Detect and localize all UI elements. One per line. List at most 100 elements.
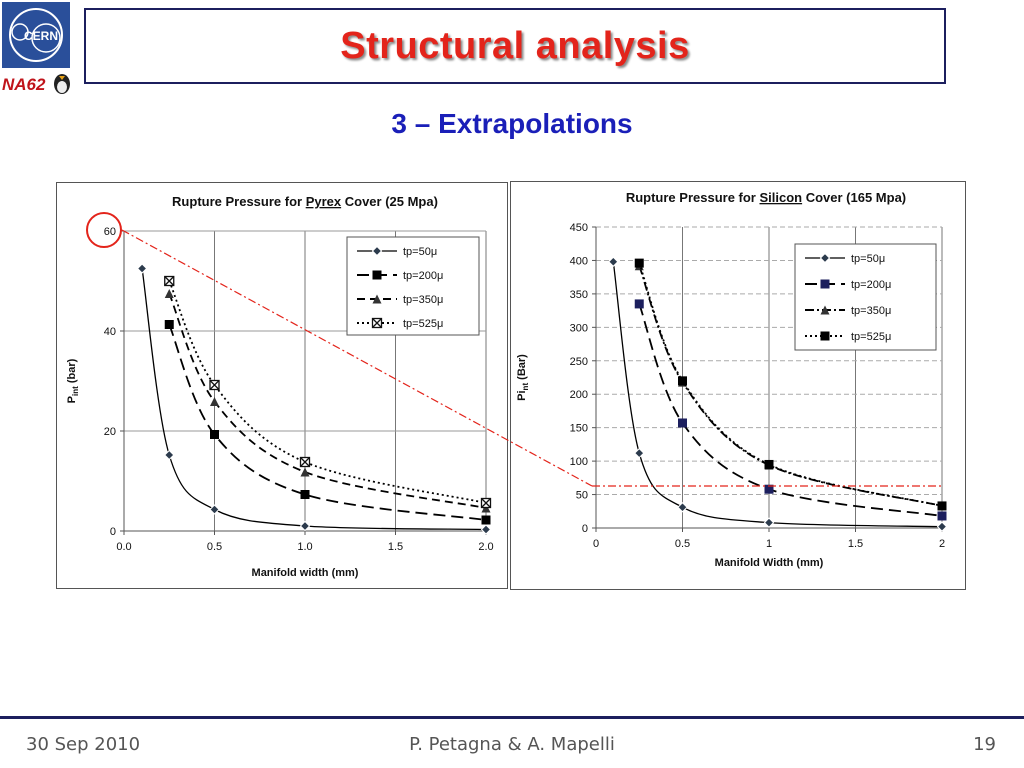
y-tick-label: 0 — [582, 523, 588, 535]
data-point — [764, 459, 774, 469]
x-tick-label: 2.0 — [478, 541, 493, 553]
footer: 30 Sep 2010 P. Petagna & A. Mapelli 19 — [0, 716, 1024, 768]
legend-swatch-marker — [819, 252, 831, 264]
footer-date: 30 Sep 2010 — [26, 734, 141, 755]
series-line — [638, 303, 943, 517]
legend-label: tp=50μ — [403, 246, 437, 258]
data-point — [480, 524, 492, 535]
x-tick-label: 1 — [766, 538, 772, 550]
legend-label: tp=350μ — [851, 305, 891, 317]
cern-logo-icon: CERN NA62 — [0, 2, 70, 94]
data-point — [763, 517, 775, 528]
silicon-chart-plot: 0 0.5 1 1.5 2 0 50 100 150 200 250 300 350 400 450 Rupt… — [516, 190, 948, 569]
chart-title: Rupture Pressure for Pyrex Cover (25 Mpa… — [172, 194, 438, 209]
data-point — [300, 467, 310, 477]
y-axis-label-main: P — [66, 396, 78, 403]
data-point — [764, 484, 774, 494]
legend-swatch-marker — [820, 279, 830, 289]
x-axis-label: Manifold width (mm) — [252, 567, 359, 579]
y-axis-label: Pint (bar) — [66, 358, 80, 403]
legend-label: tp=200μ — [403, 270, 443, 282]
y-axis-label-unit: (Bar) — [516, 354, 528, 383]
legend-label: tp=525μ — [851, 331, 891, 343]
series-1 — [136, 263, 492, 535]
marker-cross — [372, 318, 382, 328]
y-axis-label-main: Pi — [516, 390, 528, 400]
series-line — [168, 293, 487, 509]
data-point — [937, 511, 947, 521]
y-tick-label: 20 — [104, 426, 116, 438]
chart-title-suffix: Cover (165 Mpa) — [802, 190, 906, 205]
data-point — [164, 275, 175, 287]
y-tick-label: 250 — [570, 356, 588, 368]
legend-box — [346, 236, 480, 336]
series-line — [168, 280, 487, 504]
x-tick-label: 0.5 — [207, 541, 222, 553]
legend-label: tp=350μ — [403, 294, 443, 306]
slide-subtitle: 3 – Extrapolations — [391, 108, 633, 139]
marker-cross — [209, 380, 220, 390]
chart-title-material: Silicon — [759, 190, 802, 205]
logo-cern-text: CERN — [24, 29, 58, 43]
data-point — [209, 379, 220, 391]
x-tick-label: 0.5 — [675, 538, 690, 550]
legend-swatch-marker — [372, 294, 382, 304]
chart-title-prefix: Rupture Pressure for — [172, 194, 306, 209]
data-point — [677, 502, 688, 513]
extrapolation-diagonal-line — [121, 229, 593, 487]
series-line — [168, 324, 487, 521]
series-1 — [608, 256, 948, 532]
y-tick-label: 0 — [110, 526, 116, 538]
legend-swatch-marker — [372, 270, 382, 280]
data-point — [164, 449, 175, 461]
series-4 — [164, 275, 492, 509]
data-point — [299, 520, 311, 532]
legend-label: tp=200μ — [851, 279, 891, 291]
marker-cross — [481, 498, 491, 508]
marker-cross — [300, 457, 310, 467]
data-point — [937, 501, 947, 511]
legend-swatch-marker — [371, 245, 383, 257]
logo-na62-text: NA62 — [2, 75, 46, 94]
legend: tp=50μ tp=200μ tp=350μ tp=525μ — [346, 236, 480, 336]
data-point — [608, 256, 619, 267]
x-tick-label: 1.0 — [297, 541, 312, 553]
x-axis-label: Manifold Width (mm) — [715, 557, 824, 569]
title-box: Structural analysis — [84, 8, 946, 84]
legend-label: tp=50μ — [851, 253, 885, 265]
footer-divider — [0, 716, 1024, 719]
pyrex-chart: 0.0 0.5 1.0 1.5 2.0 0 20 40 60 Rupture Pressure f… — [56, 182, 508, 589]
y-tick-label: 450 — [570, 222, 588, 234]
data-point — [678, 418, 687, 428]
data-point — [480, 497, 492, 509]
x-tick-label: 0 — [593, 538, 599, 550]
y-tick-label: 350 — [570, 289, 588, 301]
y-tick-label: 300 — [570, 322, 588, 334]
legend-swatch-marker — [820, 305, 830, 315]
legend-swatch-marker — [371, 317, 383, 329]
data-point — [481, 515, 491, 525]
legend-box — [794, 243, 937, 351]
y-axis-label-sub: int — [71, 386, 80, 396]
data-point — [678, 376, 687, 386]
y-tick-label: 50 — [576, 490, 588, 502]
data-point — [209, 504, 220, 515]
data-point — [300, 490, 310, 499]
series-2 — [164, 320, 491, 525]
legend-label: tp=525μ — [403, 318, 443, 330]
data-point — [634, 258, 644, 268]
legend: tp=50μ tp=200μ tp=350μ tp=525μ — [794, 243, 937, 351]
marker-cross — [164, 276, 175, 286]
silicon-chart: 0 0.5 1 1.5 2 0 50 100 150 200 250 300 350 400 450 Rupt… — [510, 181, 966, 590]
data-point — [164, 289, 174, 298]
data-point — [936, 521, 948, 532]
y-axis-label-unit: (bar) — [66, 358, 78, 386]
data-point — [634, 299, 644, 309]
footer-authors: P. Petagna & A. Mapelli — [409, 734, 615, 755]
series-line — [638, 265, 943, 507]
x-tick-label: 1.5 — [848, 538, 863, 550]
data-point — [634, 447, 645, 459]
series-2 — [634, 299, 947, 521]
